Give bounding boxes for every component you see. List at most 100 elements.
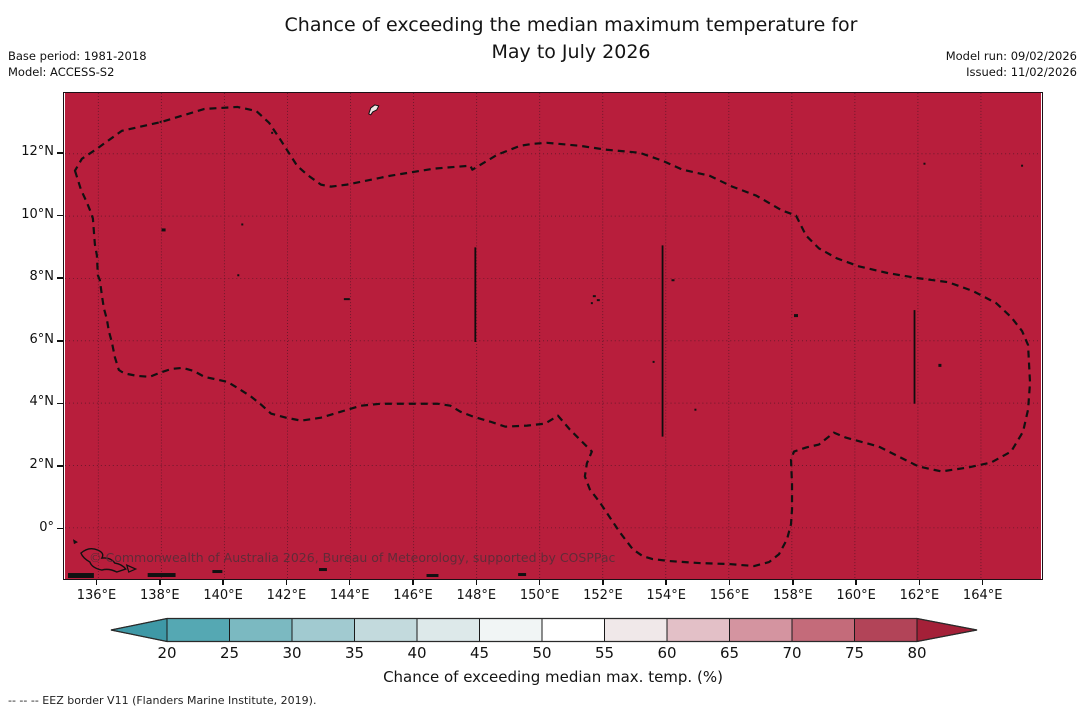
colorbar-tick-label: 65	[719, 644, 740, 662]
colorbar-segment	[604, 618, 667, 642]
colorbar	[105, 617, 985, 643]
colorbar-segment	[729, 618, 792, 642]
colorbar-segment	[292, 618, 355, 642]
x-tickmark	[95, 580, 98, 585]
landmass-outline	[80, 547, 127, 573]
eez-footnote: -- -- -- EEZ border V11 (Flanders Marine…	[8, 694, 317, 707]
colorbar-segment	[229, 618, 292, 642]
island-speck	[923, 162, 926, 165]
map-canvas	[65, 93, 1041, 579]
colorbar-segment	[542, 618, 605, 642]
colorbar-outline	[110, 617, 978, 643]
colorbar-segment	[792, 618, 855, 642]
colorbar-under-arrow	[110, 617, 168, 643]
y-tickmark	[57, 402, 63, 405]
colorbar-tick-label: 45	[469, 644, 490, 662]
x-tick-label: 150°E	[519, 588, 560, 603]
x-tickmark	[918, 580, 921, 585]
y-tickmark	[57, 277, 63, 279]
x-tick-label: 148°E	[456, 588, 497, 603]
watermark-text: © Commonwealth of Australia 2026, Bureau…	[89, 550, 616, 565]
island-speck	[671, 279, 675, 282]
colorbar-tick-label: 30	[282, 644, 302, 662]
x-tickmark	[159, 580, 161, 585]
y-tick-label: 0°	[39, 519, 54, 535]
coastline-strip	[212, 570, 223, 574]
x-tick-label: 144°E	[329, 588, 370, 603]
colorbar-label: Chance of exceeding median max. temp. (%…	[383, 668, 723, 686]
y-tickmark	[57, 152, 63, 154]
island-speck	[1021, 164, 1024, 167]
coastline-strip	[318, 568, 327, 572]
x-tick-label: 156°E	[709, 588, 750, 603]
model-text: Model: ACCESS-S2	[8, 65, 115, 79]
x-tickmark	[792, 580, 794, 585]
sea-fill	[65, 93, 1041, 579]
island-speck	[161, 228, 166, 232]
island-speck	[590, 302, 593, 305]
colorbar-canvas	[110, 617, 978, 643]
island-speck	[694, 408, 697, 411]
chart-title-line2: May to July 2026	[491, 41, 651, 63]
colorbar-segment	[167, 618, 230, 642]
x-tickmark	[728, 580, 731, 585]
y-tick-label: 2°N	[29, 457, 55, 472]
x-tick-label: 152°E	[583, 588, 623, 603]
island-speck	[241, 223, 244, 226]
island-speck	[592, 295, 596, 298]
island-speck	[237, 274, 240, 277]
y-tick-label: 12°N	[21, 144, 54, 159]
colorbar-tick-label: 75	[844, 644, 865, 662]
colorbar-segment	[854, 618, 917, 642]
issued-text: Issued: 11/02/2026	[966, 65, 1077, 79]
chart-title-line1: Chance of exceeding the median maximum t…	[284, 14, 858, 36]
x-tickmark	[475, 580, 478, 585]
y-tick-label: 8°N	[29, 269, 55, 285]
colorbar-tick-label: 20	[157, 644, 177, 662]
colorbar-tick-label: 40	[407, 644, 427, 662]
x-tick-label: 142°E	[266, 588, 307, 603]
colorbar-segment	[479, 618, 542, 642]
x-tick-label: 138°E	[140, 588, 180, 603]
x-tick-label: 160°E	[836, 588, 876, 603]
x-tickmark	[981, 580, 984, 585]
chart-title: Chance of exceeding the median maximum t…	[63, 12, 1079, 66]
colorbar-over-arrow	[916, 617, 978, 643]
y-tickmark	[57, 527, 63, 530]
x-tick-label: 136°E	[76, 588, 117, 603]
y-tick-label: 6°N	[29, 331, 55, 347]
island-speck	[596, 299, 600, 302]
eez-dashed-border	[73, 105, 1032, 568]
colorbar-segment	[667, 618, 730, 642]
coastline-strip	[147, 573, 176, 578]
guam-island-outline	[368, 104, 380, 116]
map-panel: © Commonwealth of Australia 2026, Bureau…	[63, 92, 1043, 580]
y-tick-label: 10°N	[21, 206, 54, 222]
colorbar-segment	[417, 618, 480, 642]
meta-left: Base period: 1981-2018 Model: ACCESS-S2	[8, 48, 147, 80]
base-period-text: Base period: 1981-2018	[8, 49, 147, 63]
x-tickmark	[348, 580, 351, 585]
island-speck	[271, 131, 274, 134]
colorbar-tick-label: 35	[344, 644, 365, 662]
x-tickmark	[412, 580, 414, 585]
landmass-outline	[125, 563, 138, 573]
island-speck	[938, 363, 942, 367]
y-tickmark	[57, 465, 63, 467]
model-run-text: Model run: 09/02/2026	[945, 49, 1077, 63]
colorbar-tick-label: 70	[782, 644, 802, 662]
island-speck	[652, 360, 655, 363]
y-tick-label: 4°N	[29, 394, 55, 410]
coastline-strip	[426, 574, 439, 578]
x-tick-label: 146°E	[393, 588, 433, 603]
coastline-strip	[67, 573, 94, 579]
colorbar-tick-label: 60	[657, 644, 677, 662]
x-tickmark	[602, 580, 604, 585]
x-tick-label: 154°E	[646, 588, 686, 603]
x-tick-label: 164°E	[962, 588, 1003, 603]
landmass-outline	[72, 539, 78, 545]
x-tick-label: 140°E	[203, 588, 243, 603]
island-speck	[794, 314, 798, 318]
coastline-strip	[518, 573, 527, 577]
colorbar-tick-label: 50	[532, 644, 552, 662]
